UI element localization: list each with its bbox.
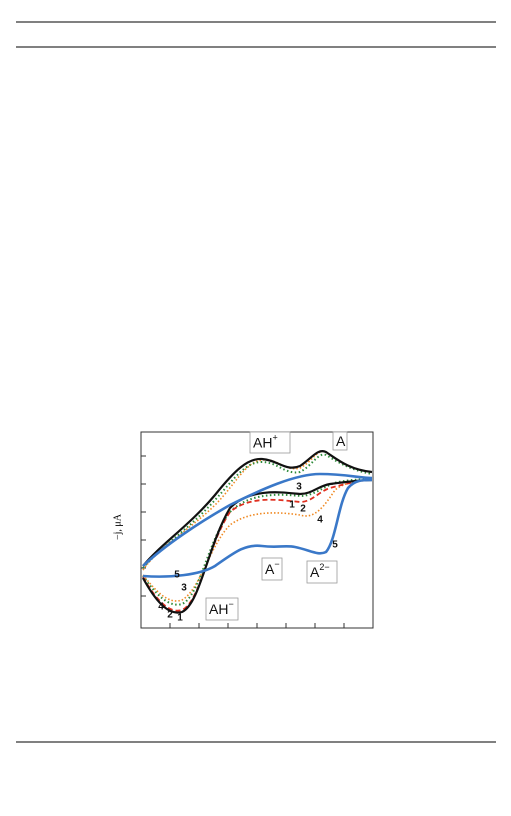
curve-label: 3: [296, 482, 302, 493]
curve-1-upper: [142, 450, 373, 567]
curve-label: 1: [177, 613, 183, 624]
peak-label-box: [332, 431, 348, 451]
peak-label-sup: −: [228, 599, 233, 609]
peak-label: AH−: [209, 599, 234, 616]
curve-label: 4: [317, 515, 323, 526]
peak-label-sup: +: [272, 433, 277, 443]
curve-label: 3: [181, 583, 187, 594]
frame-ticks: [141, 455, 345, 628]
peak-label: A2−: [310, 562, 330, 579]
curve-5-upper: [142, 472, 373, 567]
peak-label-sup: 2−: [319, 562, 329, 572]
peak-label: AH+: [253, 433, 278, 450]
peak-label-box: [249, 431, 291, 454]
peak-label-base: A: [265, 561, 275, 577]
peak-label-sup: −: [274, 559, 279, 569]
curve-5-lower: [142, 478, 373, 578]
peak-label-box: [306, 560, 338, 584]
y-axis-label: −j, μA: [112, 513, 123, 540]
peak-label-base: A: [310, 564, 320, 580]
curve-4-lower: [142, 479, 373, 602]
peak-label-base: AH: [209, 601, 228, 617]
peak-label-box: [261, 557, 283, 581]
curve-label: 2: [300, 504, 306, 515]
curve-label: 5: [332, 540, 338, 551]
curve-label: 1: [289, 500, 295, 511]
curve-label: 4: [158, 602, 164, 613]
peak-label-box: [205, 597, 239, 621]
curve-label: 5: [174, 570, 180, 581]
peak-label-base: AH: [253, 434, 272, 450]
peak-label: A−: [265, 559, 280, 576]
peak-label-base: A: [336, 433, 346, 449]
peak-label: A: [336, 433, 346, 449]
curve-label: 2: [167, 610, 173, 621]
